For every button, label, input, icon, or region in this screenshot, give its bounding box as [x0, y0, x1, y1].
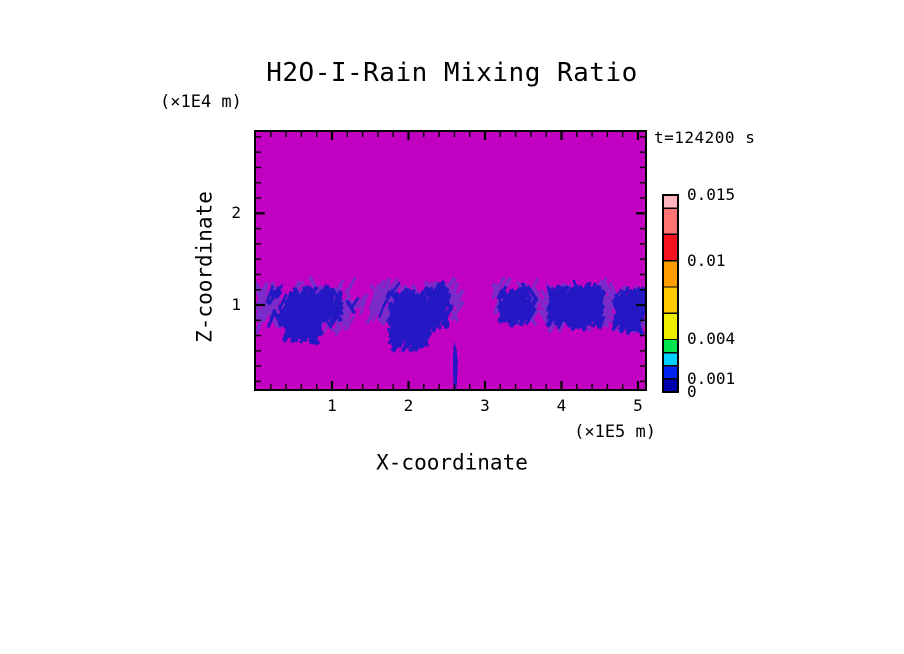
colorbar-segment	[662, 207, 679, 236]
colorbar-segment	[662, 365, 679, 380]
colorbar	[662, 194, 679, 393]
plot-frame	[254, 130, 647, 391]
mixing-ratio-field	[255, 131, 646, 390]
rain-cluster	[491, 276, 546, 329]
colorbar-segment	[662, 260, 679, 288]
colorbar-segment	[662, 286, 679, 314]
rain-cluster	[255, 275, 357, 346]
fall-streak	[452, 341, 458, 390]
rain-cluster	[345, 293, 369, 315]
axis-ticks	[256, 132, 645, 389]
colorbar-segment	[662, 312, 679, 341]
colorbar-segment	[662, 194, 679, 209]
colorbar-segment	[662, 378, 679, 393]
speck	[462, 289, 465, 292]
colorbar-segment	[662, 351, 679, 367]
field-background	[255, 131, 646, 390]
rain-cluster	[538, 276, 616, 334]
colorbar-segment	[662, 233, 679, 262]
rain-cluster	[365, 276, 465, 353]
colorbar-segment	[662, 338, 679, 354]
colorbar-outline	[662, 194, 679, 393]
